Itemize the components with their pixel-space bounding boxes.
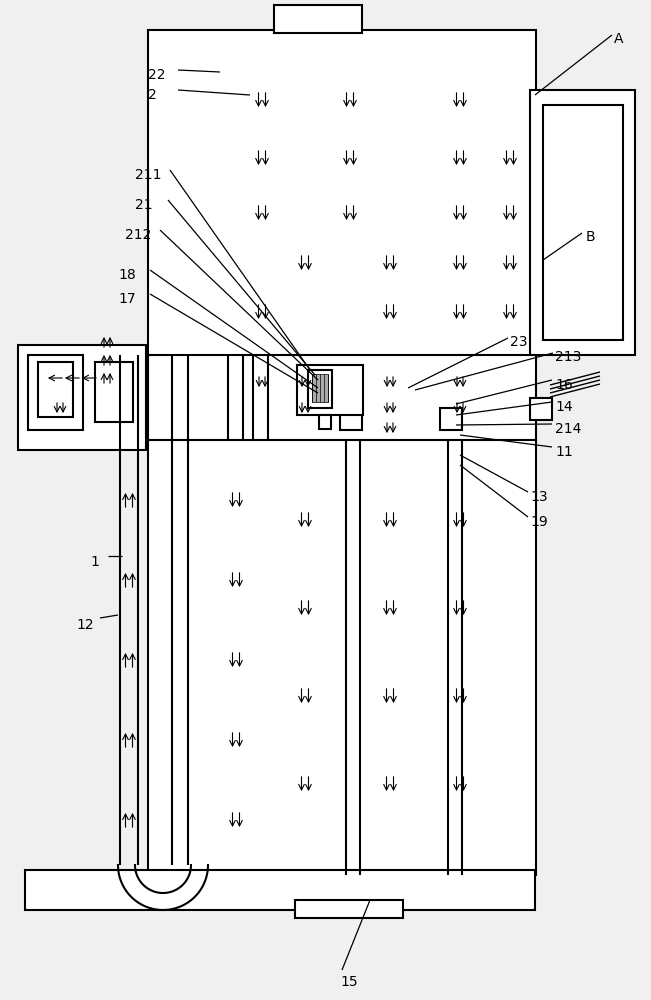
Text: 15: 15 — [340, 975, 357, 989]
Bar — [440, 408, 462, 430]
Text: 14: 14 — [555, 400, 573, 414]
Text: 13: 13 — [530, 490, 547, 504]
Bar — [25, 870, 535, 910]
Text: 2: 2 — [148, 88, 157, 102]
Bar — [530, 398, 552, 420]
Bar — [312, 374, 328, 402]
Bar — [274, 5, 362, 33]
Text: 22: 22 — [148, 68, 165, 82]
Text: B: B — [586, 230, 596, 244]
Text: 17: 17 — [118, 292, 135, 306]
Bar — [95, 362, 133, 422]
Text: 211: 211 — [135, 168, 161, 182]
Text: 1: 1 — [90, 555, 99, 569]
Bar — [295, 900, 403, 918]
Bar — [148, 440, 536, 875]
Bar — [543, 105, 623, 340]
Text: 212: 212 — [125, 228, 152, 242]
Text: 12: 12 — [76, 618, 94, 632]
Bar — [148, 355, 536, 445]
Bar — [297, 365, 363, 415]
Text: A: A — [614, 32, 624, 46]
Bar — [308, 370, 332, 408]
Bar — [38, 362, 73, 417]
Text: 11: 11 — [555, 445, 573, 459]
Bar — [148, 30, 536, 360]
Text: 21: 21 — [135, 198, 152, 212]
Bar — [28, 355, 83, 430]
Bar — [319, 415, 331, 429]
Text: 23: 23 — [510, 335, 527, 349]
Text: 18: 18 — [118, 268, 136, 282]
Text: 16: 16 — [555, 378, 573, 392]
Bar — [530, 90, 635, 355]
Bar — [340, 408, 362, 430]
Text: 213: 213 — [555, 350, 581, 364]
Bar — [18, 345, 146, 450]
Text: 19: 19 — [530, 515, 547, 529]
Text: 214: 214 — [555, 422, 581, 436]
